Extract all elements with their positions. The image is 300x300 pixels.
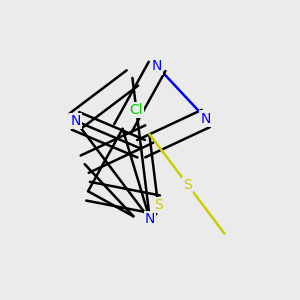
Text: N: N [152, 59, 162, 74]
Text: N: N [201, 112, 211, 125]
Text: Cl: Cl [130, 103, 143, 117]
Text: S: S [154, 198, 162, 212]
Text: S: S [184, 178, 192, 192]
Text: N: N [70, 114, 81, 128]
Text: N: N [145, 212, 155, 226]
